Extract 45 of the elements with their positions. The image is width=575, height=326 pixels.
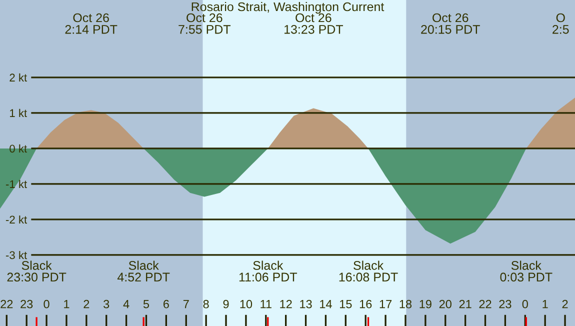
annotation: Oct 26 2:14 PDT xyxy=(65,13,118,34)
x-tick-label: 6 xyxy=(164,300,169,308)
x-tick-label: 20 xyxy=(439,300,452,308)
x-tick-label: 1 xyxy=(64,300,70,308)
y-tick-label: -3 kt xyxy=(6,250,28,260)
annotation: Slack 16:08 PDT xyxy=(339,260,398,282)
x-tick-label: 0 xyxy=(44,300,50,308)
chart-title: Rosario Strait, Washington Current xyxy=(192,2,384,14)
y-tick-label: 2 kt xyxy=(10,73,28,82)
annotation: Slack 0:03 PDT xyxy=(500,260,552,282)
y-tick-label: 1 kt xyxy=(10,108,28,118)
x-tick-label: 3 xyxy=(104,300,110,308)
annotation: Slack 11:06 PDT xyxy=(239,260,298,282)
x-tick-label: 19 xyxy=(420,300,432,308)
y-tick-label: -2 kt xyxy=(6,215,28,224)
x-tick-label: 17 xyxy=(380,300,392,308)
x-tick-label: 23 xyxy=(499,300,512,308)
x-tick-label: 11 xyxy=(260,300,272,308)
x-tick-label: 23 xyxy=(20,300,33,308)
x-tick-label: 5 xyxy=(143,300,150,308)
x-tick-label: 10 xyxy=(240,300,252,308)
x-tick-label: 1 xyxy=(542,300,548,308)
x-tick-label: 2 xyxy=(84,300,90,308)
x-tick-label: 2 xyxy=(562,300,568,308)
y-tick-label: -1 kt xyxy=(6,180,28,188)
x-tick-label: 9 xyxy=(223,300,229,308)
annotation: Slack 23:30 PDT xyxy=(7,260,66,282)
x-tick-label: 21 xyxy=(459,300,472,308)
x-tick-label: 7 xyxy=(183,300,189,308)
x-tick-label: 22 xyxy=(0,300,13,308)
annotation: O 2:5 xyxy=(552,13,569,34)
x-tick-label: 16 xyxy=(360,300,372,308)
x-tick-label: 22 xyxy=(479,300,492,308)
x-tick-label: 8 xyxy=(203,300,209,308)
annotation: Oct 26 7:55 PDT xyxy=(178,13,231,34)
x-tick-label: 12 xyxy=(280,300,292,308)
x-tick-label: 13 xyxy=(300,300,312,308)
x-tick-label: 0 xyxy=(522,300,528,308)
x-tick-label: 14 xyxy=(320,300,332,308)
x-tick-label: 18 xyxy=(400,300,412,308)
annotation: Slack 4:52 PDT xyxy=(117,260,170,282)
annotation: Oct 26 13:23 PDT xyxy=(284,13,344,34)
annotation: Oct 26 20:15 PDT xyxy=(421,13,480,34)
x-tick-label: 4 xyxy=(123,300,130,308)
x-tick-label: 15 xyxy=(340,300,352,308)
